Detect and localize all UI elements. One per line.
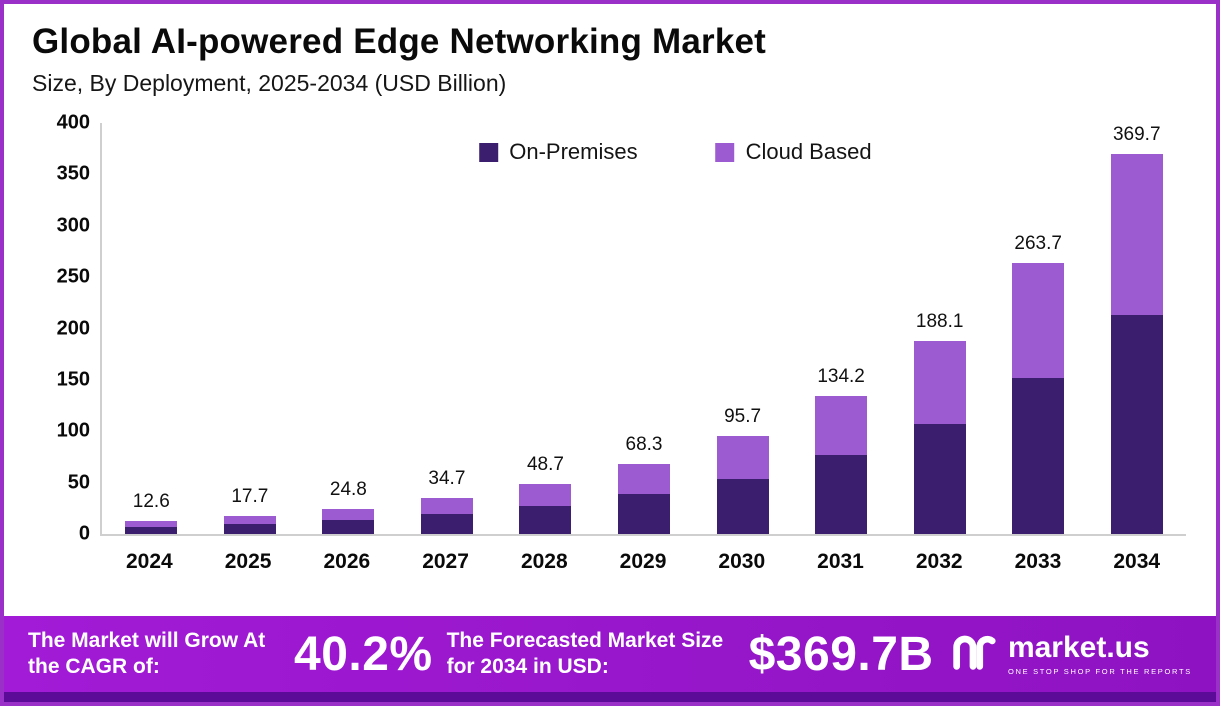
bar-value-label: 95.7 (724, 405, 762, 427)
x-axis-label-2026: 2026 (323, 550, 371, 573)
y-axis-tick-label: 0 (78, 522, 90, 545)
x-axis-label-2033: 2033 (1014, 550, 1062, 573)
bar-value-label: 12.6 (132, 491, 170, 513)
bar-segment-cloud-based (913, 340, 966, 424)
bar-column-2029: 68.3 (595, 123, 694, 534)
x-axis-label-2027: 2027 (422, 550, 469, 573)
bar-segment-cloud-based (1110, 154, 1163, 316)
y-axis-tick-label: 400 (56, 111, 90, 134)
x-axis-label-2024: 2024 (126, 550, 173, 573)
chart-area: On-Premises Cloud Based 0 50 100 150 200 250 30… (4, 97, 1216, 616)
bar-column-2028: 48.7 (496, 123, 595, 534)
bar-segment-cloud-based (815, 396, 868, 456)
x-axis: 2024 2025 2026 2027 2028 2029 2030 2031 2032 2033… (100, 536, 1186, 574)
y-axis-tick-label: 200 (56, 317, 90, 339)
forecast-value: $369.7B (748, 627, 934, 681)
legend-swatch-cloud-based (715, 142, 735, 162)
bar-value-label: 263.7 (1014, 233, 1062, 255)
y-axis-tick-label: 300 (56, 214, 90, 237)
bar-value-label: 188.1 (915, 310, 964, 332)
bar-value-label: 134.2 (817, 366, 865, 388)
bar-segment-on-premises (125, 526, 178, 534)
bar-segment-on-premises (519, 505, 572, 534)
bar-column-2025: 17.7 (201, 123, 300, 534)
chart-legend: On-Premises Cloud Based (479, 139, 872, 165)
x-axis-label-2032: 2032 (915, 550, 963, 573)
footer-bottom-strip (4, 692, 1216, 702)
bar-value-label: 369.7 (1112, 124, 1161, 146)
bar-column-2032: 188.1 (890, 123, 989, 534)
x-axis-label-2025: 2025 (224, 550, 272, 573)
x-axis-label-2031: 2031 (817, 550, 864, 573)
brand-logo: market.us ONE STOP SHOP FOR THE REPORTS (948, 627, 1192, 682)
bar-segment-on-premises (1110, 315, 1163, 534)
y-axis-tick-label: 50 (67, 471, 90, 494)
page-title: Global AI-powered Edge Networking Market (32, 22, 767, 61)
bar-segment-on-premises (1012, 378, 1065, 534)
bar-column-2030: 95.7 (693, 123, 792, 534)
brand-name: market.us (1007, 630, 1150, 664)
legend-label: Cloud Based (745, 139, 872, 164)
bar-segment-on-premises (420, 513, 473, 534)
bar-segment-cloud-based (1012, 263, 1065, 379)
bar-column-2033: 263.7 (989, 123, 1088, 534)
bar-segment-cloud-based (322, 508, 375, 521)
legend-swatch-on-premises (479, 142, 499, 162)
page-subtitle: Size, By Deployment, 2025-2034 (USD Bill… (32, 70, 507, 96)
forecast-label: The Forecasted Market Size for 2034 in U… (446, 629, 724, 678)
legend-item-cloud-based: Cloud Based (715, 139, 872, 165)
x-axis-label-2030: 2030 (718, 550, 766, 573)
bar-segment-on-premises (618, 494, 670, 534)
bar-value-label: 68.3 (625, 433, 663, 455)
brand-tagline: ONE STOP SHOP FOR THE REPORTS (1007, 666, 1192, 676)
bar-value-label: 48.7 (526, 453, 564, 475)
x-axis-label-2034: 2034 (1113, 550, 1161, 573)
bar-segment-cloud-based (716, 435, 769, 479)
bar-value-label: 24.8 (329, 478, 367, 500)
brand-text: market.us ONE STOP SHOP FOR THE REPORTS (1007, 630, 1192, 676)
bar-column-2026: 24.8 (299, 123, 398, 534)
bar-value-label: 17.7 (231, 485, 269, 507)
market-us-logo-icon (948, 627, 998, 682)
bar-segment-cloud-based (420, 498, 473, 514)
bar-column-2034: 369.7 (1087, 123, 1186, 534)
x-axis-label-2028: 2028 (520, 550, 568, 573)
cagr-value: 40.2% (294, 627, 433, 681)
x-axis-label-2029: 2029 (619, 550, 667, 573)
y-axis-tick-label: 250 (56, 265, 90, 288)
footer-banner: The Market will Grow At the CAGR of: 40.… (4, 616, 1216, 692)
bar-segment-on-premises (322, 520, 375, 534)
legend-item-on-premises: On-Premises (479, 139, 638, 165)
bar-segment-on-premises (223, 523, 276, 534)
bar-segment-cloud-based (125, 521, 178, 527)
bar-segment-cloud-based (519, 483, 572, 506)
y-axis-tick-label: 350 (56, 162, 90, 185)
bar-value-label: 34.7 (428, 468, 466, 490)
plot-area: On-Premises Cloud Based 0 50 100 150 200 250 30… (57, 112, 1186, 545)
bars-container: 12.6 17.7 24.8 34.7 48.7 68.3 95.7 134.2 188.1 26… (102, 123, 1186, 534)
bar-segment-cloud-based (223, 515, 276, 524)
bar-segment-on-premises (815, 455, 868, 534)
y-axis-tick-label: 150 (56, 368, 90, 391)
bar-column-2027: 34.7 (398, 123, 497, 534)
y-axis-tick-label: 100 (56, 419, 90, 442)
bar-segment-on-premises (716, 478, 769, 534)
bar-column-2031: 134.2 (792, 123, 891, 534)
legend-label: On-Premises (509, 139, 638, 164)
bar-segment-cloud-based (618, 463, 670, 495)
bar-segment-on-premises (913, 423, 966, 534)
bar-column-2024: 12.6 (102, 123, 201, 534)
chart-header: Global AI-powered Edge Networking Market… (4, 4, 1216, 97)
cagr-label: The Market will Grow At the CAGR of: (28, 629, 266, 678)
